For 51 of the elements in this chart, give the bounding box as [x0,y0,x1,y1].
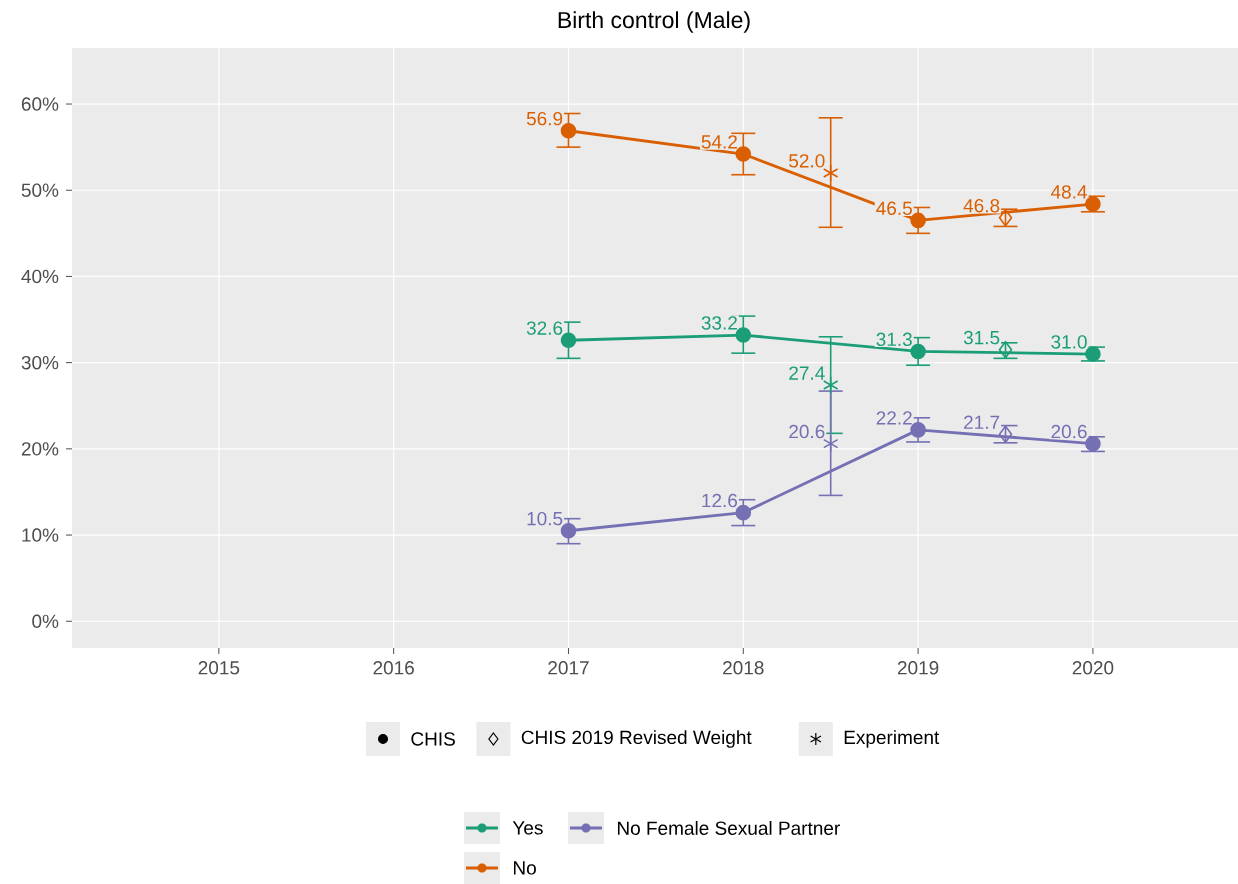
chart-title: Birth control (Male) [558,11,750,33]
x-tick-label: 2017 [548,661,589,675]
point [998,340,1013,359]
point [1085,435,1101,452]
y-tick-label: 10% [22,528,59,542]
point [1085,346,1101,362]
data-label: 54.2 [701,135,737,149]
data-label: 31.0 [1051,335,1087,349]
data-label: 20.6 [789,424,825,439]
text: CHIS 2019 Revised Weight [521,730,752,748]
data-label: 12.6 [702,493,738,508]
data-label: 48.4 [1050,185,1087,199]
data-label: 21.7 [964,415,1000,429]
x-tick-label: 2020 [1072,661,1114,675]
point [735,504,752,521]
y-tick-label: 40% [21,269,59,284]
data-label: 56.9 [526,111,563,126]
point [998,425,1013,443]
point [560,122,577,139]
y-tick-label: 30% [21,355,59,370]
data-label: 31.3 [876,332,912,347]
point [735,146,752,162]
point [910,343,926,360]
data-label: 32.6 [526,321,563,335]
legend-label: No [513,861,536,875]
data-label: 27.4 [789,366,825,380]
y-tick-label: 60% [21,97,59,111]
data-label: 10.5 [527,511,563,526]
x-tick-label: 2015 [198,661,240,675]
text: CHIS [411,732,455,746]
data-label: 20.6 [1051,424,1087,439]
point [1085,196,1101,212]
point [735,327,752,343]
point [910,212,926,229]
x-tick-label: 2019 [897,661,939,675]
data-label: 33.2 [701,316,737,330]
data-label: 46.5 [876,201,912,216]
point [910,422,926,438]
y-tick-label: 0% [32,614,59,628]
x-tick-label: 2018 [723,661,764,675]
point [998,209,1013,227]
data-label: 52.0 [789,154,825,168]
text: Experiment [844,730,940,748]
data-label: 22.2 [876,411,912,425]
data-label: 46.8 [963,198,1000,213]
legend-label: Yes [512,821,543,835]
x-tick-label: 2016 [373,661,414,675]
y-tick-label: 20% [21,442,59,456]
data-label: 31.5 [963,330,1000,345]
y-tick-label: 50% [21,183,59,197]
legend-label: No Female Sexual Partner [617,821,840,835]
